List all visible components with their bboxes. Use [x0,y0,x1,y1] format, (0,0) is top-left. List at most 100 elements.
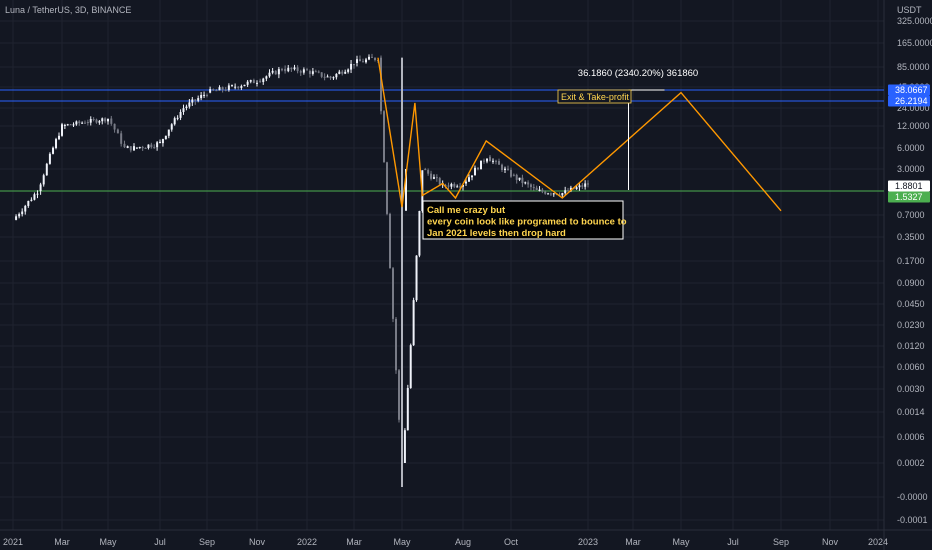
candles [15,53,589,487]
candle-body [98,121,101,123]
candle-body [529,184,532,188]
candle-body [89,119,92,123]
x-tick-label: Mar [346,537,362,547]
candle-body [33,194,36,200]
candle-body [492,160,494,162]
candle-body [489,156,491,162]
candle-body [302,69,305,73]
candle-body [78,121,81,124]
candle-body [368,56,370,60]
exit-take-profit-label[interactable]: Exit & Take-profit [557,89,632,104]
candle-body [116,129,119,134]
candle-body [256,82,258,84]
candle-body [549,193,552,195]
candle-body [197,98,200,101]
candle-body [36,193,39,195]
y-tick-label: 0.0030 [897,384,925,394]
candle-body [159,141,161,143]
candle-body [581,185,584,187]
candle-body [359,59,361,62]
candle-body [42,175,45,185]
x-tick-label: May [99,537,117,547]
candle-body [194,99,197,101]
candle-body [504,168,506,170]
candle-body [323,76,326,78]
x-tick-label: 2023 [578,537,598,547]
candle-body [81,122,84,124]
candle-body [191,99,194,103]
candle-body [170,124,173,130]
candle-body [95,119,98,123]
candle-body [501,164,503,170]
x-tick-label: 2024 [868,537,888,547]
candle-body [512,174,515,176]
measure-tool: 36.1860 (2340.20%) 361860 [578,68,698,190]
candle-body [27,200,30,206]
x-axis: 2021 Mar May Jul Sep Nov 2022 Mar May Aug Oct 2023 M… [3,537,888,547]
candle-body [66,124,69,126]
y-unit-label: USDT [897,5,922,15]
candle-body [578,185,581,188]
candle-body [567,190,570,192]
x-tick-label: Mar [625,537,641,547]
candle-body [69,124,72,126]
candle-body [185,106,188,108]
candle-body [308,70,311,74]
candle-body [141,146,144,148]
candle-body [284,68,287,72]
candle-body [527,182,530,185]
y-tick-label: 0.0450 [897,299,925,309]
candle-body [409,345,412,388]
candle-body [110,118,113,124]
candle-body [113,123,116,130]
candle-body [552,193,555,195]
y-tick-label: 0.0060 [897,362,925,372]
y-tick-label: 0.0014 [897,407,925,417]
x-tick-label: Oct [504,537,519,547]
candle-body [341,71,344,74]
candle-body [515,174,518,180]
projection-polyline[interactable] [377,57,782,212]
candle-body [365,59,367,63]
candle-body [135,147,138,149]
candle-body [468,177,470,182]
candle-body [374,57,376,61]
candle-body [432,177,435,179]
candle-body [541,189,544,192]
candle-body [532,187,535,189]
y-tick-label: 165.0000 [897,38,932,48]
candle-body [477,167,479,170]
candle-body [156,142,159,148]
candle-body [277,69,280,75]
candle-body [392,268,394,319]
candle-body [209,89,212,93]
candle-body [39,184,42,191]
candle-body [415,255,418,301]
candle-body [474,167,476,176]
candle-body [435,177,438,179]
candle-body [234,86,237,88]
candle-body [188,102,191,107]
candle-body [362,61,364,63]
candle-body [356,59,358,63]
svg-text:38.0667: 38.0667 [895,85,928,95]
candle-body [459,186,462,188]
candle-body [498,161,500,165]
candle-body [262,78,265,83]
candle-body [179,112,182,118]
candle-body [383,111,385,163]
candle-body [227,85,230,91]
candle-body [84,122,86,124]
candle-body [510,169,512,177]
candle-body [471,175,473,178]
y-tick-label: 325.0000 [897,16,932,26]
projection-path [377,57,782,212]
candle-body [424,169,427,171]
candle-body [507,168,509,170]
comment-line: Jan 2021 levels then drop hard [427,228,566,239]
candle-body [231,85,233,87]
candle-body [389,213,391,269]
candle-body [350,63,353,70]
